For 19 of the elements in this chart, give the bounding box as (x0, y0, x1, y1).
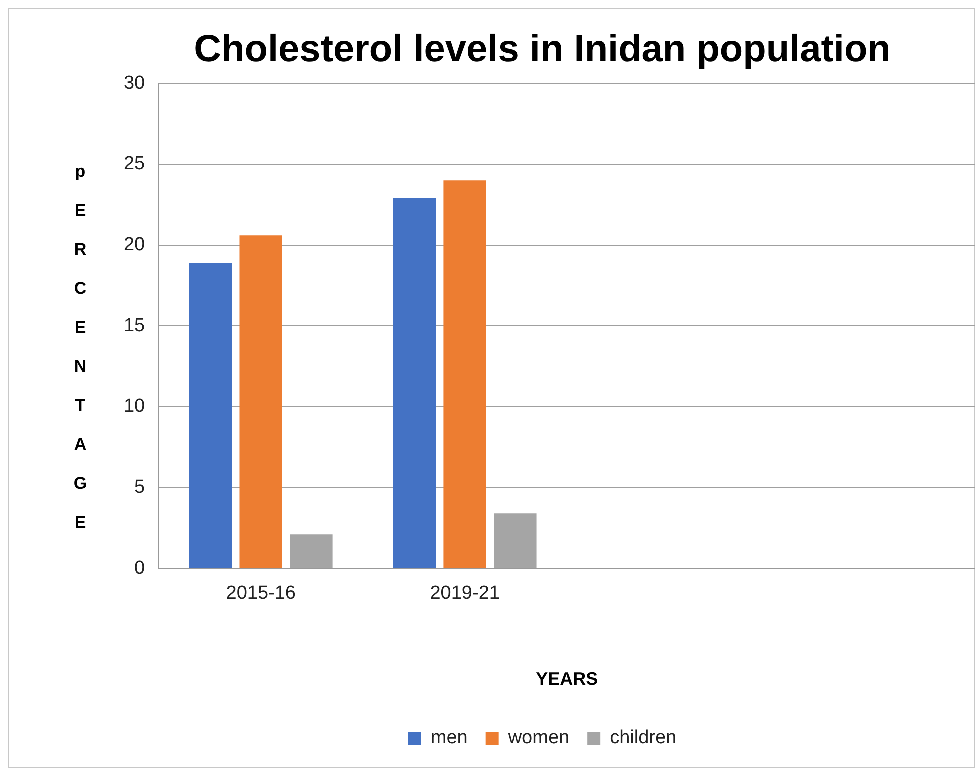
legend-label: men (430, 728, 468, 749)
y-tick-label: 10 (124, 396, 146, 418)
x-tick-label: 2019-21 (430, 583, 500, 604)
x-axis-title: YEARS (536, 669, 598, 690)
y-tick-label: 30 (124, 72, 146, 94)
legend-label: children (610, 728, 677, 749)
y-tick-label: 25 (124, 154, 146, 175)
y-tick-label: 5 (134, 477, 146, 498)
y-tick-label: 0 (134, 558, 146, 579)
bar (240, 236, 282, 568)
legend-label: women (507, 728, 570, 749)
y-tick-label: 20 (124, 234, 146, 256)
y-axis-title: pERCENTAGE (70, 162, 90, 552)
chart-title: Cholesterol levels in Inidan population (194, 28, 891, 70)
x-tick-label: 2015-16 (226, 583, 296, 604)
y-tick-label: 15 (124, 315, 146, 336)
bar (189, 263, 232, 568)
bar (444, 180, 486, 568)
bar (393, 198, 436, 568)
